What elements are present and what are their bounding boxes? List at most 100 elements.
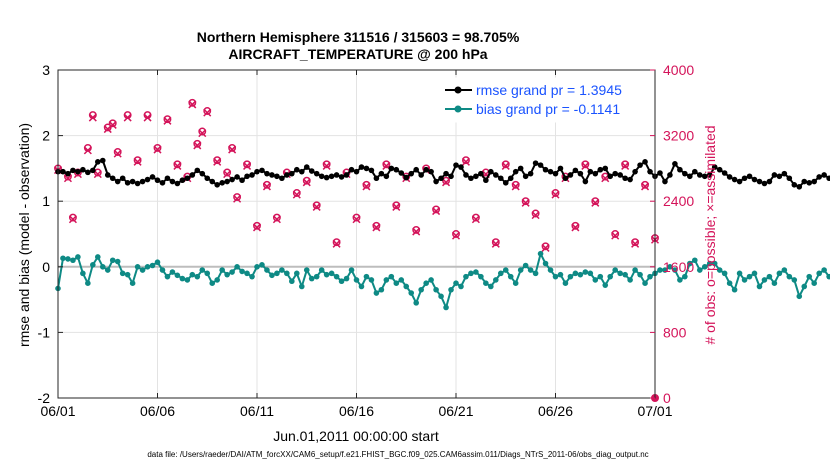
bias-point — [657, 267, 663, 273]
rmse-point — [279, 175, 285, 182]
bias-point — [711, 260, 718, 267]
bias-point — [756, 283, 763, 290]
obs-possible-marker — [188, 98, 197, 107]
obs-assimilated-marker — [133, 157, 142, 166]
obs-possible-marker — [163, 115, 172, 124]
bias-point — [741, 277, 748, 283]
bias-point — [706, 260, 713, 267]
obs-assimilated-marker — [322, 161, 331, 170]
assimilated-stroke — [133, 157, 142, 166]
obs-possible-marker — [442, 176, 450, 185]
assimilated-stroke — [143, 113, 152, 122]
assimilated-stroke — [173, 161, 182, 170]
bias-point — [388, 273, 395, 280]
assimilated-stroke — [531, 211, 540, 220]
rmse-point — [229, 176, 235, 183]
assimilated-stroke — [292, 190, 301, 199]
chart-subtitle: AIRCRAFT_TEMPERATURE @ 200 hPa — [228, 46, 487, 62]
assimilated-stroke — [312, 202, 321, 211]
bias-point — [303, 267, 310, 273]
rmse-point — [731, 176, 738, 183]
obs-assimilated-marker — [83, 146, 92, 155]
bias-point — [234, 264, 240, 270]
bias-point — [214, 277, 220, 283]
rmse-point — [612, 170, 618, 177]
bias-point — [413, 300, 420, 306]
y-right-tick-label: 1600 — [663, 259, 694, 275]
rmse-point — [398, 170, 405, 176]
bias-point — [284, 270, 290, 277]
assimilated-stroke — [188, 100, 197, 109]
rmse-point — [617, 172, 623, 178]
rmse-point — [388, 165, 395, 172]
obs-assimilated-marker — [173, 161, 182, 170]
bias-point — [512, 280, 519, 287]
rmse-point — [224, 178, 230, 185]
obs-assimilated-marker — [551, 190, 560, 199]
rmse-point — [552, 170, 559, 177]
rmse-point — [657, 170, 663, 176]
obs-assimilated-marker — [631, 239, 640, 248]
rmse-point — [184, 175, 191, 182]
obs-possible-marker — [312, 201, 321, 210]
bias-point — [692, 257, 698, 264]
rmse-point — [393, 166, 400, 173]
bias-point — [687, 260, 693, 267]
bias-point — [761, 277, 768, 283]
obs-possible-marker — [511, 180, 520, 189]
obs-possible-marker — [501, 160, 510, 169]
assimilated-stroke — [108, 120, 117, 129]
rmse-point — [448, 173, 454, 180]
rmse-point — [587, 168, 594, 175]
bias-point — [244, 270, 250, 277]
rmse-point — [438, 175, 444, 182]
obs-assimilated-marker — [471, 215, 480, 224]
assimilated-stroke — [591, 198, 600, 207]
rmse-point — [507, 175, 514, 182]
rmse-point — [144, 176, 151, 183]
obs-possible-marker — [223, 168, 232, 177]
bias-point — [368, 277, 375, 283]
obs-assimilated-marker — [153, 145, 162, 154]
rmse-point — [488, 168, 494, 175]
rmse-point — [701, 173, 708, 180]
obs-assimilated-marker — [641, 182, 650, 191]
bias-point — [378, 286, 385, 293]
bias-point — [194, 273, 201, 280]
x-tick-label: 06/11 — [240, 403, 274, 419]
rmse-point — [806, 180, 813, 186]
bias-point — [104, 267, 111, 273]
obs-possible-marker — [551, 189, 560, 197]
bias-point — [169, 269, 176, 275]
assimilated-stroke — [198, 129, 207, 138]
obs-possible-marker — [322, 160, 331, 169]
bias-point — [632, 267, 638, 273]
rmse-point — [179, 177, 186, 184]
bias-point — [607, 273, 614, 280]
x-tick-label: 06/16 — [339, 403, 374, 419]
chart-title: Northern Hemisphere 311516 / 315603 = 98… — [197, 29, 520, 45]
obs-possible-marker — [228, 143, 237, 152]
obs-possible-marker — [571, 221, 580, 230]
obs-possible-marker — [491, 238, 500, 247]
rmse-point — [298, 168, 305, 175]
obs-assimilated-marker — [228, 145, 237, 154]
obs-possible-marker — [521, 197, 530, 206]
rmse-point — [244, 173, 250, 180]
assimilated-stroke — [223, 170, 232, 179]
obs-possible-marker — [591, 197, 600, 206]
rmse-point — [786, 175, 793, 182]
bias-point — [90, 262, 96, 268]
bias-point — [70, 257, 76, 264]
obs-assimilated-marker — [108, 120, 117, 129]
bias-point — [219, 267, 225, 273]
rmse-point — [264, 170, 270, 177]
bias-point — [587, 270, 594, 277]
obs-assimilated-marker — [233, 194, 242, 203]
assimilated-stroke — [88, 113, 97, 122]
rmse-point — [567, 172, 574, 178]
bias-point — [353, 277, 360, 283]
bias-point — [274, 270, 280, 277]
rmse-point — [512, 168, 519, 175]
assimilated-stroke — [551, 190, 560, 199]
